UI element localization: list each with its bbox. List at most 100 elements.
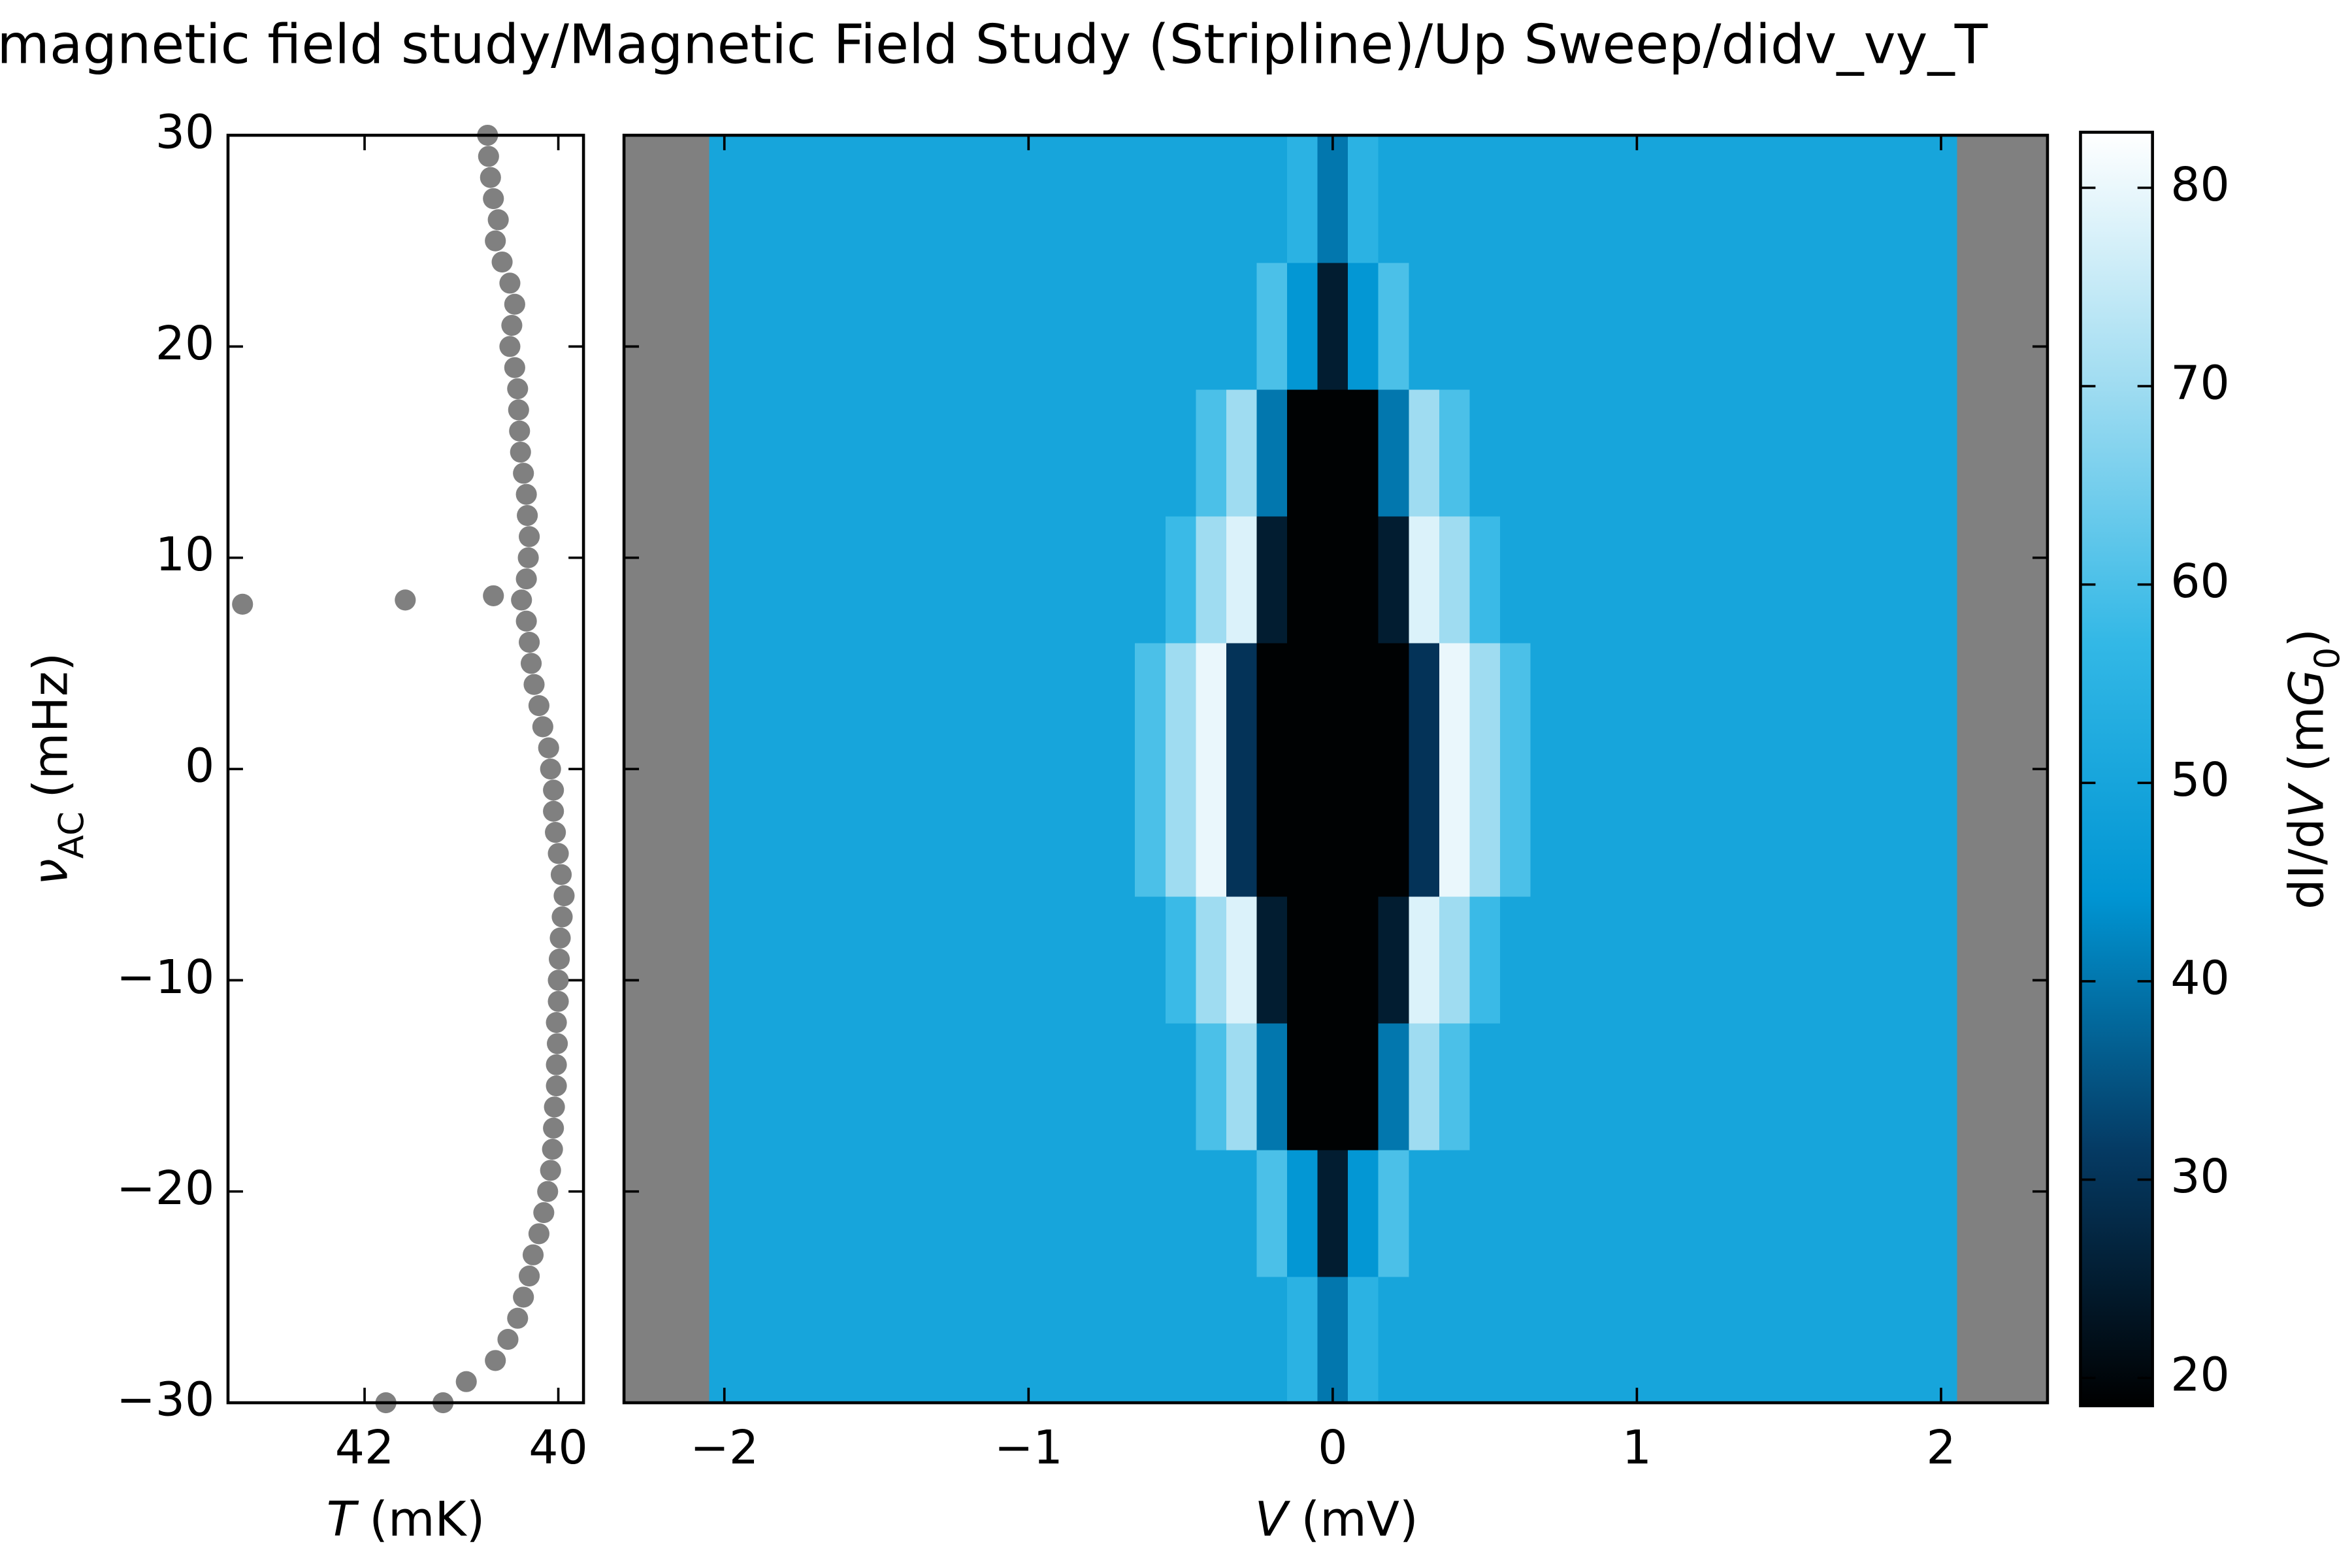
scatter-point xyxy=(540,758,561,780)
heatmap-cell xyxy=(1074,262,1106,390)
heatmap-cell xyxy=(800,896,832,1024)
heatmap-cell xyxy=(1165,1276,1197,1404)
heatmap-cell xyxy=(1895,262,1927,390)
heatmap-cell xyxy=(952,1276,984,1404)
heatmap-cell xyxy=(1256,262,1288,390)
heatmap-cell xyxy=(1013,262,1045,390)
heatmap-cell xyxy=(1835,389,1866,517)
heatmap-cell xyxy=(891,642,923,770)
heatmap-cell xyxy=(1591,769,1623,897)
heatmap-cell xyxy=(800,389,832,517)
heatmap-cell xyxy=(1835,1276,1866,1404)
heatmap-cell xyxy=(1682,1276,1714,1404)
heatmap-cell xyxy=(1622,769,1654,897)
scatter-point xyxy=(497,1328,519,1350)
heatmap-cell xyxy=(1378,769,1410,897)
scatter-point xyxy=(520,653,542,674)
heatmap-cell xyxy=(709,389,741,517)
heatmap-cell xyxy=(800,769,832,897)
heatmap-cell xyxy=(1712,1022,1744,1151)
scatter-point xyxy=(517,504,538,527)
heatmap-cell xyxy=(891,389,923,517)
scatter-point xyxy=(517,547,539,568)
heatmap-cell xyxy=(1074,389,1106,517)
heatmap-cell xyxy=(830,1276,862,1404)
heatmap-cell xyxy=(1074,642,1106,770)
heatmap-cell xyxy=(1348,1276,1380,1404)
heatmap-cell xyxy=(1865,515,1897,644)
heatmap-cell xyxy=(1530,1276,1562,1404)
heatmap-cell xyxy=(891,262,923,390)
heatmap-cell xyxy=(1895,642,1927,770)
heatmap-cell xyxy=(1378,1276,1410,1404)
scatter-point xyxy=(491,251,513,273)
scatter-point xyxy=(499,336,521,357)
heatmap-cell xyxy=(1317,1022,1349,1151)
heatmap-cell xyxy=(1773,515,1805,644)
heatmap-cell xyxy=(1256,135,1288,263)
heatmap-cell xyxy=(1013,1149,1045,1277)
heatmap-cell xyxy=(1196,515,1228,644)
heatmap-cell xyxy=(1561,135,1592,263)
heatmap-cell xyxy=(1865,262,1897,390)
heatmap-cell xyxy=(1104,896,1136,1024)
scatter-point xyxy=(542,1138,563,1160)
y-tick-label: 70 xyxy=(2170,356,2230,410)
heatmap-cell xyxy=(1925,769,1957,897)
heatmap-cell xyxy=(1925,135,1957,263)
heatmap-cell xyxy=(709,135,741,263)
heatmap-cell xyxy=(1378,642,1410,770)
colorbar-label-part: 0 xyxy=(2308,647,2348,670)
heatmap-cell xyxy=(983,515,1015,644)
heatmap-cell xyxy=(1074,1276,1106,1404)
heatmap-cell xyxy=(709,515,741,644)
heatmap-cell xyxy=(1074,896,1106,1024)
scatter-point xyxy=(513,1286,534,1308)
heatmap-cell xyxy=(1652,389,1684,517)
heatmap-cell xyxy=(952,135,984,263)
heatmap-cell xyxy=(1591,262,1623,390)
heatmap-cell xyxy=(983,1022,1015,1151)
heatmap-cell xyxy=(1104,135,1136,263)
heatmap-cell xyxy=(1530,515,1562,644)
heatmap-cell xyxy=(1287,642,1318,770)
heatmap-cell xyxy=(1622,1276,1654,1404)
heatmap-cell xyxy=(1682,769,1714,897)
heatmap-cell xyxy=(861,769,893,897)
heatmap-cell xyxy=(1043,1276,1075,1404)
heatmap-cell xyxy=(1561,1022,1592,1151)
scatter-point xyxy=(509,420,531,442)
heatmap-cell xyxy=(1865,642,1897,770)
heatmap-cell xyxy=(1773,896,1805,1024)
heatmap-cell xyxy=(1439,1276,1471,1404)
heatmap-cell xyxy=(1348,769,1380,897)
heatmap-cell xyxy=(1409,262,1441,390)
heatmap-cell xyxy=(1043,1022,1075,1151)
heatmap-cell xyxy=(770,135,802,263)
scatter-point xyxy=(515,483,537,505)
scatter-point xyxy=(537,1181,559,1202)
scatter-point xyxy=(551,906,573,928)
heatmap-cell xyxy=(861,642,893,770)
heatmap-cell xyxy=(770,515,802,644)
heatmap-cell xyxy=(1104,769,1136,897)
heatmap-cell xyxy=(1895,1276,1927,1404)
heatmap-cell xyxy=(983,769,1015,897)
heatmap-cell xyxy=(1712,769,1744,897)
heatmap-cell xyxy=(1712,1276,1744,1404)
heatmap-cell xyxy=(1895,896,1927,1024)
heatmap-cell xyxy=(1439,1149,1471,1277)
heatmap-cell xyxy=(861,1276,893,1404)
heatmap-cell xyxy=(770,769,802,897)
heatmap-cell xyxy=(1530,1149,1562,1277)
heatmap-cell xyxy=(830,1022,862,1151)
heatmap-cell xyxy=(1469,769,1501,897)
heatmap-cell xyxy=(952,769,984,897)
heatmap-cell xyxy=(1773,1022,1805,1151)
heatmap-cell xyxy=(861,1022,893,1151)
heatmap-cell xyxy=(1469,642,1501,770)
heatmap-cell xyxy=(1591,1149,1623,1277)
heatmap-cell xyxy=(1287,1276,1318,1404)
heatmap-cell xyxy=(1499,515,1531,644)
heatmap-cell xyxy=(1287,1022,1318,1151)
